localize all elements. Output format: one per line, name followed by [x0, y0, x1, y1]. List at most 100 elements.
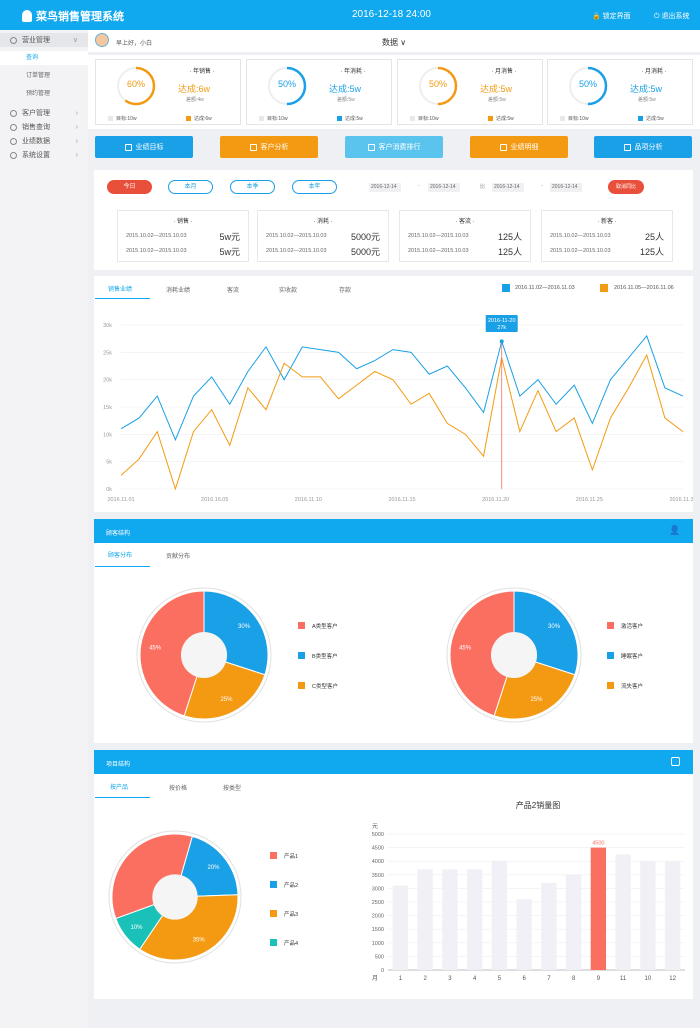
- y-tick-label: 2500: [372, 900, 384, 906]
- pill-month[interactable]: 本月: [168, 180, 213, 194]
- search-icon: [623, 143, 631, 151]
- compare-range: 2015.10.02—2015.10.03: [550, 233, 611, 239]
- sidebar-item-business[interactable]: 营业管理 ∨: [0, 33, 88, 47]
- tab-by-type[interactable]: 按类型: [223, 786, 242, 792]
- compare-value: 5000元: [350, 232, 380, 242]
- data-dropdown[interactable]: 数据 ∨: [382, 38, 407, 47]
- sidebar-sub-query[interactable]: 查询: [0, 51, 88, 65]
- pie-slice-label: 35%: [193, 938, 206, 944]
- date-start-1[interactable]: 2016-12-14: [369, 183, 401, 192]
- app-logo: 菜鸟销售管理系统: [22, 8, 124, 24]
- item-analysis-button[interactable]: 品项分析: [594, 136, 692, 158]
- legend-label: 产品4: [284, 941, 299, 947]
- compare-value: 5w元: [219, 247, 240, 257]
- x-tick-label: 9: [597, 976, 601, 982]
- users-icon[interactable]: 👤: [669, 525, 681, 535]
- lock-screen-button[interactable]: 🔒 锁定界面: [592, 13, 631, 20]
- legend-swatch: [607, 682, 614, 689]
- y-tick-label: 0k: [106, 487, 112, 493]
- progress-ring: [267, 66, 307, 106]
- compare-new-customers: · 新客 · 2015.10.02—2015.10.03 25人 2015.10.…: [541, 210, 673, 262]
- y-tick-label: 0: [381, 968, 384, 974]
- button-label: 品项分析: [634, 144, 663, 151]
- range-separator: -: [418, 183, 420, 189]
- tab-contribution-distribution[interactable]: 贡献分布: [166, 554, 191, 560]
- performance-detail-button[interactable]: 业绩明细: [470, 136, 568, 158]
- compare-range: 2015.10.02—2015.10.03: [408, 233, 469, 239]
- tab-by-price[interactable]: 按价格: [169, 786, 188, 792]
- tab-deposit[interactable]: 存款: [339, 288, 352, 294]
- legend-swatch: [410, 116, 415, 121]
- button-label: 客户消费排行: [378, 144, 421, 151]
- compare-value: 5000元: [350, 247, 380, 257]
- tab-customer-distribution[interactable]: 顾客分布: [108, 553, 133, 559]
- sidebar-item-sales[interactable]: 销售查询 ›: [0, 120, 88, 134]
- date-end-1[interactable]: 2016-12-14: [428, 183, 460, 192]
- pie-slice-label: 30%: [548, 624, 561, 630]
- progress-ring: [568, 66, 608, 106]
- customer-analysis-button[interactable]: 客户分析: [220, 136, 318, 158]
- exit-button[interactable]: ⏻ 退出系统: [654, 13, 690, 20]
- compare-range: 2015.10.02—2015.10.03: [550, 248, 611, 254]
- sales-icon: [10, 123, 17, 131]
- pill-quarter[interactable]: 本季: [230, 180, 275, 194]
- card-title: · 年销售 ·: [189, 69, 215, 75]
- sidebar-item-label: 客户管理: [22, 110, 50, 117]
- pill-year[interactable]: 本年: [292, 180, 337, 194]
- compare-row: 2015.10.02—2015.10.03 5w元: [126, 232, 246, 242]
- tab-traffic[interactable]: 客流: [227, 288, 240, 294]
- kpi-card-month-sales: 50% · 月消售 · 达成:5w 差额:5w 目标:10w 达成:5w: [397, 59, 543, 125]
- compare-range: 2015.10.02—2015.10.03: [126, 233, 187, 239]
- compare-range: 2015.10.02—2015.10.03: [266, 248, 327, 254]
- date-end-2[interactable]: 2016-12-14: [550, 183, 582, 192]
- x-tick-label: 2016.11.25: [576, 497, 603, 503]
- performance-target-button[interactable]: 业绩目标: [95, 136, 193, 158]
- user-icon: [10, 109, 17, 117]
- avatar[interactable]: [95, 33, 109, 47]
- cancel-compare-button[interactable]: 取消同比: [608, 180, 644, 194]
- sidebar-item-performance[interactable]: 业绩数据 ›: [0, 134, 88, 148]
- sidebar-sub-booking[interactable]: 预约管理: [26, 91, 51, 97]
- kpi-card-year-sales: 60% · 年销售 · 达成:6w 差额:4w 目标:10w 达成:6w: [95, 59, 241, 125]
- legend-swatch: [607, 622, 614, 629]
- tab-received[interactable]: 实收款: [279, 288, 298, 294]
- pie-outline: [108, 830, 242, 964]
- chevron-right-icon: ›: [75, 151, 78, 159]
- x-tick-label: 4: [473, 976, 477, 982]
- tab-by-product[interactable]: 按产品: [110, 785, 129, 791]
- bar: [491, 861, 508, 970]
- progress-percent: 60%: [126, 79, 145, 89]
- card-reach: 达成:5w: [337, 115, 363, 122]
- tab-consumption[interactable]: 消耗业绩: [166, 288, 191, 294]
- pie-slice-label: 30%: [238, 624, 251, 630]
- y-tick-label: 500: [375, 954, 384, 960]
- card-difference: 差额:5w: [638, 97, 656, 103]
- reach-label: 达成:5w: [496, 116, 514, 122]
- sidebar-item-customers[interactable]: 客户管理 ›: [0, 106, 88, 120]
- pill-today[interactable]: 今日: [107, 180, 152, 194]
- app-title: 菜鸟销售管理系统: [36, 11, 124, 23]
- date-start-2[interactable]: 2016-12-14: [492, 183, 524, 192]
- line-chart: 0k 5k 10k 15k 20k 25k 30k 2016.11.01 2016.16.05 2…: [103, 315, 693, 503]
- x-tick-label: 11: [620, 976, 627, 982]
- card-target: 目标:10w: [410, 115, 439, 122]
- compare-value: 125人: [497, 247, 522, 257]
- tab-sales[interactable]: 销售业绩: [108, 287, 133, 293]
- pie-slice: [139, 894, 239, 961]
- series-line-blue: [120, 334, 684, 442]
- sidebar-item-settings[interactable]: 系统设置 ›: [0, 148, 88, 162]
- compare-sales: · 销售 · 2015.10.02—2015.10.03 5w元 2015.10.…: [117, 210, 249, 262]
- reach-label: 达成:5w: [345, 116, 363, 122]
- bar: [640, 861, 656, 970]
- sidebar-sub-orders[interactable]: 订单管理: [26, 73, 51, 79]
- legend-label: 产品3: [284, 912, 299, 918]
- sidebar-item-label: 营业管理: [22, 37, 50, 44]
- pie-slice-label: 45%: [149, 645, 162, 651]
- y-tick-label: 25k: [103, 350, 112, 356]
- customer-ranking-button[interactable]: 客户消费排行: [345, 136, 443, 158]
- x-tick-label: 12: [669, 976, 676, 982]
- legend-swatch: [186, 116, 191, 121]
- tooltip-box: [485, 315, 518, 332]
- list-icon[interactable]: [671, 757, 680, 766]
- compare-range: 2015.10.02—2015.10.03: [266, 233, 327, 239]
